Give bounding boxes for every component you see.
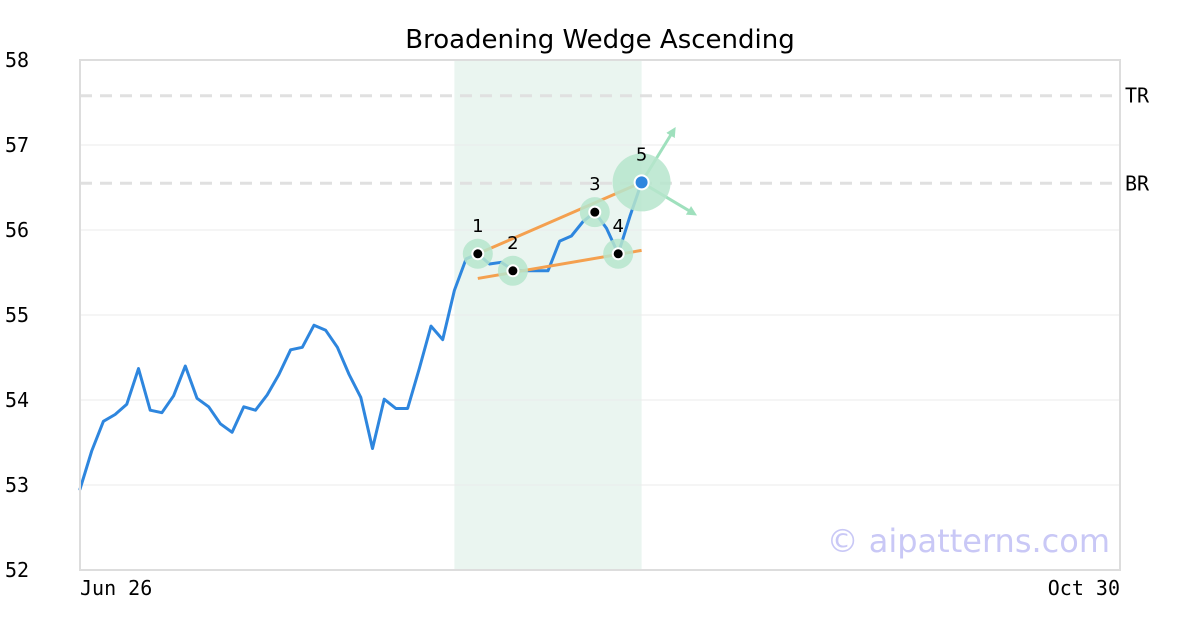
plot-frame [79,59,1121,571]
chart-title: Broadening Wedge Ascending [405,25,795,55]
wedge-trendline [477,181,643,256]
y-tick-label: 55 [5,303,29,327]
pattern-point-label: 1 [472,216,483,237]
level-label: TR [1125,84,1150,108]
pattern-point-marker [471,247,485,261]
price-line [78,180,644,491]
pattern-point-label: 5 [636,144,647,165]
pattern-point-label: 2 [507,233,518,254]
x-tick-label: Jun 26 [80,576,152,600]
pattern-point-marker [611,247,625,261]
y-tick-label: 56 [5,218,29,242]
level-label: BR [1125,171,1150,195]
y-tick-label: 57 [5,133,29,157]
watermark: © aipatterns.com [827,522,1110,560]
pattern-point-label: 3 [589,174,600,195]
y-tick-label: 52 [5,558,29,582]
pattern-point-marker [506,264,520,278]
pattern-point-label: 4 [612,216,623,237]
y-tick-label: 58 [5,48,29,72]
y-tick-label: 53 [5,473,29,497]
pattern-point-marker [588,205,602,219]
y-tick-label: 54 [5,388,29,412]
x-tick-label: Oct 30 [1048,576,1120,600]
pattern-point-marker [633,174,650,191]
